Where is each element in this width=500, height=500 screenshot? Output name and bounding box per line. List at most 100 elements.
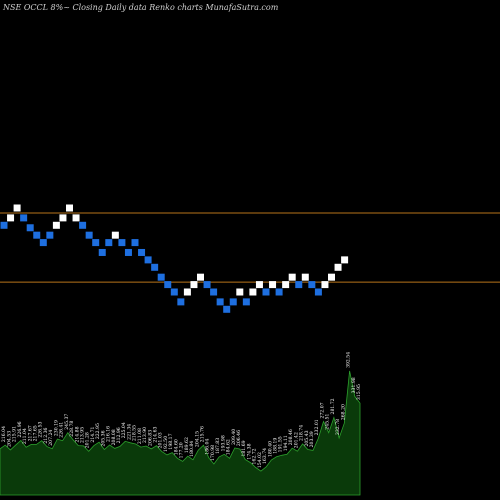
down-brick <box>131 239 139 247</box>
down-brick <box>144 256 152 264</box>
volume-label: 232.78 <box>335 419 341 435</box>
down-brick <box>85 231 93 239</box>
down-brick <box>105 239 113 247</box>
down-brick <box>242 298 250 306</box>
down-brick <box>98 248 106 256</box>
up-brick <box>334 263 342 271</box>
volume-label: 226.96 <box>17 421 23 437</box>
volume-label: 225.04 <box>121 422 127 438</box>
volume-label: 216.16 <box>106 426 112 442</box>
down-brick <box>223 305 231 313</box>
down-brick <box>0 221 8 229</box>
down-brick <box>157 273 165 281</box>
up-brick <box>341 256 349 264</box>
up-brick <box>13 204 21 212</box>
volume-label: 281.72 <box>330 398 336 414</box>
volume-label: 216.04 <box>1 426 7 442</box>
volume-label: 162.72 <box>252 448 258 464</box>
down-brick <box>210 288 218 296</box>
volume-label: 211.04 <box>22 428 28 444</box>
down-brick <box>177 298 185 306</box>
volume-label: 212.36 <box>43 427 49 443</box>
volume-label: 222.95 <box>95 423 101 439</box>
volume-label: 245.51 <box>325 414 331 430</box>
volume-label: 201.42 <box>293 432 299 448</box>
volume-area <box>0 370 361 496</box>
down-brick <box>39 239 47 247</box>
volume-label: 209.40 <box>231 429 237 445</box>
volume-label: 205.36 <box>100 430 106 446</box>
volume-label: 218.55 <box>132 425 138 441</box>
down-brick <box>138 248 146 256</box>
volume-label: 187.83 <box>215 438 221 454</box>
down-brick <box>92 239 100 247</box>
volume-label: 201.28 <box>85 432 91 448</box>
volume-label: 215.91 <box>12 426 18 442</box>
volume-label: 170.98 <box>210 445 216 461</box>
down-brick <box>46 231 54 239</box>
volume-label: 230.19 <box>53 420 59 436</box>
volume-label: 232.01 <box>314 419 320 435</box>
down-brick <box>308 281 316 289</box>
volume-label: 214.63 <box>153 427 159 443</box>
volume-label: 203.39 <box>309 431 315 447</box>
volume-label: 208.46 <box>288 429 294 445</box>
reference-lines <box>0 212 500 283</box>
up-brick <box>190 281 198 289</box>
volume-panel <box>0 370 361 496</box>
volume-label: 331.98 <box>351 377 357 393</box>
volume-label: 186.04 <box>205 439 211 455</box>
down-brick <box>20 214 28 222</box>
volume-label: 226.41 <box>59 422 65 438</box>
volume-label: 226.53 <box>38 422 44 438</box>
up-brick <box>72 214 80 222</box>
volume-label: 211.08 <box>137 428 143 444</box>
up-brick <box>59 214 67 222</box>
volume-label: 193.98 <box>220 435 226 451</box>
volume-label: 214.71 <box>90 426 96 442</box>
up-brick <box>255 281 263 289</box>
up-brick <box>66 204 73 212</box>
down-brick <box>275 288 283 296</box>
down-brick <box>170 288 178 296</box>
volume-label: 205.43 <box>304 430 310 446</box>
volume-labels: 206.98 216.04 204.53 215.91 226.96 211.04 217.… <box>0 352 362 468</box>
volume-label: 228.78 <box>69 421 75 437</box>
chart-title: NSE OCCL 8%~ Closing Daily data Renko ch… <box>3 3 279 12</box>
up-brick <box>249 288 257 296</box>
volume-label: 217.67 <box>27 425 33 441</box>
volume-label: 191.55 <box>278 436 284 452</box>
volume-label: 217.65 <box>33 425 39 441</box>
down-brick <box>164 281 172 289</box>
down-brick <box>295 281 303 289</box>
volume-label: 181.69 <box>241 440 247 456</box>
up-brick <box>52 221 60 229</box>
up-brick <box>197 273 204 281</box>
down-brick <box>314 288 322 296</box>
volume-label: 192.50 <box>163 436 169 452</box>
volume-label: 268.20 <box>340 404 346 420</box>
volume-label: 207.24 <box>48 430 54 446</box>
volume-label: 180.40 <box>267 441 273 457</box>
volume-label: 272.07 <box>319 402 325 418</box>
down-brick <box>79 221 87 229</box>
volume-label: 206.46 <box>236 430 242 446</box>
up-brick <box>269 281 277 289</box>
down-brick <box>229 298 237 306</box>
volume-label: 206.98 <box>0 430 2 446</box>
up-brick <box>321 281 329 289</box>
volume-label: 315.95 <box>356 384 362 400</box>
volume-label: 189.62 <box>184 437 190 453</box>
volume-label: 180.84 <box>189 441 195 457</box>
up-brick <box>328 273 335 281</box>
volume-label: 194.11 <box>283 435 289 451</box>
volume-label: 184.62 <box>226 439 232 455</box>
renko-bricks <box>0 204 349 313</box>
up-brick <box>111 231 119 239</box>
volume-label: 154.02 <box>257 452 263 468</box>
down-brick <box>151 263 159 271</box>
volume-label: 212.96 <box>116 427 122 443</box>
volume-label: 184.60 <box>173 439 179 455</box>
volume-label: 163.74 <box>262 448 268 464</box>
